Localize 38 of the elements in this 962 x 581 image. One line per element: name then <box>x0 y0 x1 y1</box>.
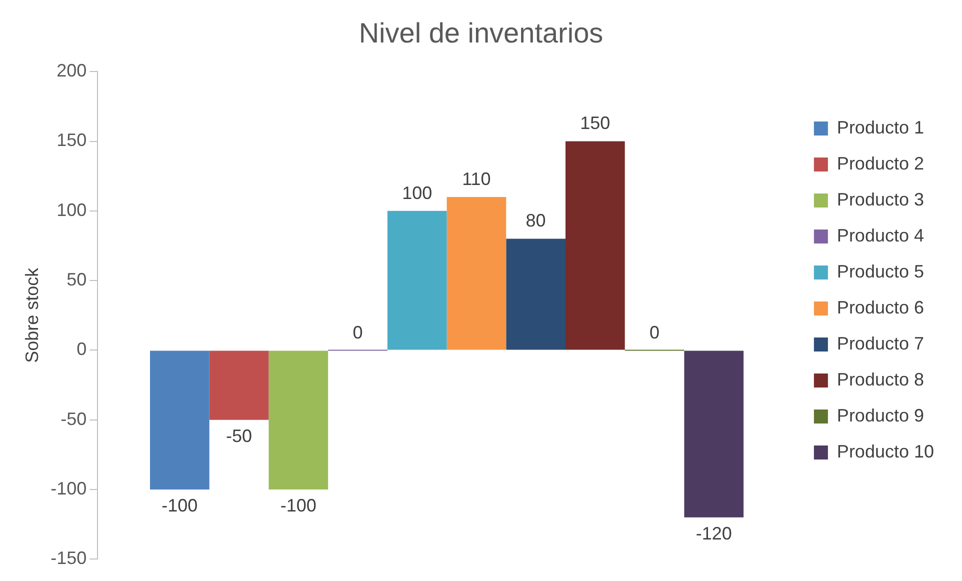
legend-label: Producto 7 <box>836 333 924 354</box>
bar <box>387 210 447 350</box>
data-label: -100 <box>162 496 198 516</box>
bar <box>506 238 566 350</box>
chart-title: Nivel de inventarios <box>358 18 604 49</box>
data-label: 80 <box>526 210 546 231</box>
legend-label: Producto 2 <box>836 153 924 174</box>
y-tick-label: -150 <box>50 548 87 568</box>
data-label: -50 <box>226 426 252 446</box>
y-tick-label: -50 <box>60 408 87 429</box>
legend-label: Producto 6 <box>836 297 924 318</box>
bar <box>565 141 625 350</box>
data-label: 150 <box>580 113 610 134</box>
data-label: 0 <box>650 322 660 343</box>
y-tick-label: 50 <box>66 270 87 290</box>
y-axis-title: Sobre stock <box>22 266 42 363</box>
bar <box>684 350 744 518</box>
y-tick-label: 150 <box>56 130 87 150</box>
data-label: 110 <box>462 168 491 189</box>
data-label: -120 <box>696 523 732 544</box>
y-tick-label: 100 <box>56 200 87 220</box>
y-tick-label: -100 <box>50 478 87 499</box>
bar <box>209 350 269 420</box>
legend-label: Producto 8 <box>836 369 924 390</box>
legend-label: Producto 1 <box>836 117 924 138</box>
data-label: 100 <box>402 182 432 203</box>
y-tick-label: 200 <box>56 60 87 81</box>
legend-label: Producto 5 <box>836 261 924 282</box>
legend-label: Producto 4 <box>836 225 924 246</box>
legend-label: Producto 9 <box>836 405 924 426</box>
bar <box>268 350 328 490</box>
bar <box>446 196 506 350</box>
bar <box>150 350 210 490</box>
data-label: -100 <box>280 496 316 516</box>
legend-label: Producto 10 <box>836 441 934 462</box>
legend-label: Producto 3 <box>836 189 924 210</box>
y-tick-label: 0 <box>76 339 87 360</box>
data-label: 0 <box>352 322 363 343</box>
